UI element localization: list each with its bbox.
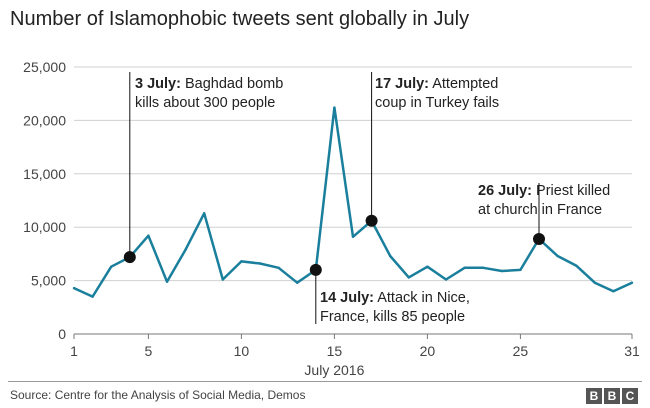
annotation-text: 3 July: Baghdad bomb [135,76,283,92]
data-point [277,266,280,269]
annotation-text: 26 July: Priest killed [478,183,610,199]
data-point [612,290,615,293]
annotation-text: at church in France [478,202,602,218]
data-point [426,265,429,268]
x-axis-title: July 2016 [304,362,364,378]
x-tick-label: 15 [327,343,343,359]
annotation-marker [533,232,545,245]
data-point [240,260,243,263]
y-tick-label: 15,000 [23,166,66,182]
data-point [203,212,206,215]
data-point [165,280,169,283]
data-point [351,235,355,239]
x-tick-label: 25 [513,343,529,359]
bbc-logo-letter: B [586,388,602,404]
data-point [575,264,578,267]
x-tick-label: 1 [70,343,78,359]
x-tick-label: 10 [234,343,250,359]
x-tick-label: 20 [420,343,436,359]
data-point [72,286,76,290]
annotation-text: coup in Turkey fails [375,95,499,111]
data-point [258,262,262,265]
annotation-text: kills about 300 people [135,95,275,111]
annotation-layer: 3 July: Baghdad bomb kills about 300 peop… [123,72,610,325]
annotation-marker [365,214,378,227]
y-tick-label: 20,000 [23,112,66,128]
annotation-text: 14 July: Attack in Nice, [320,290,470,306]
x-tick-label: 31 [624,343,640,359]
annotation-text: 17 July: Attempted [375,76,498,92]
data-point [482,266,485,269]
data-point [147,234,150,237]
data-point [389,254,392,258]
data-point [556,254,559,258]
data-point [221,278,224,281]
y-tick-label: 10,000 [23,219,66,235]
data-point [296,281,299,284]
data-point [91,295,94,298]
data-point [463,266,466,269]
footer-divider [8,381,642,382]
bbc-logo-letter: B [604,388,620,404]
data-point [407,276,410,279]
chart-title: Number of Islamophobic tweets sent globa… [10,8,470,30]
source-note: Source: Centre for the Analysis of Socia… [10,388,306,402]
annotation-text: France, kills 85 people [320,309,465,325]
annotation-marker [123,251,136,264]
y-tick-label: 0 [58,326,66,342]
y-tick-label: 5,000 [31,273,66,289]
data-point [593,281,596,284]
data-point [333,106,336,109]
data-point [630,281,634,284]
bbc-logo-letter: C [622,388,638,404]
data-point [444,278,448,281]
y-tick-label: 25,000 [23,59,66,75]
data-point [519,268,522,272]
data-point [500,269,503,273]
x-tick-label: 5 [145,343,153,359]
data-point [110,265,113,268]
annotation-marker [309,263,322,276]
bbc-logo: B B C [586,388,638,404]
data-point [184,248,187,251]
